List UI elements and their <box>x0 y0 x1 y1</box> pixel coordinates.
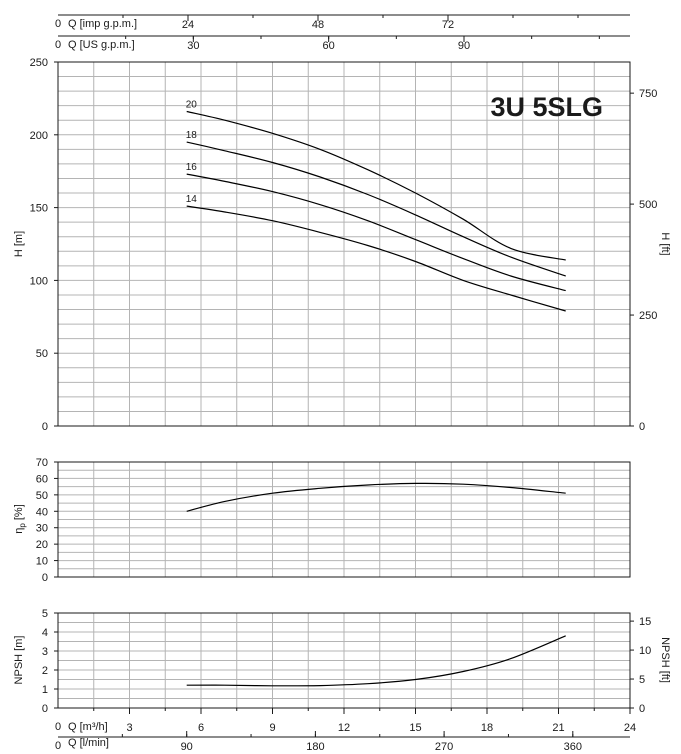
efficiency-panel: 0 10 20 30 40 50 60 70 ηp [%] <box>13 457 631 584</box>
m3h-tick-label: 3 <box>126 722 132 734</box>
eff-y-tick-label: 30 <box>36 523 48 535</box>
npsh-curves <box>186 635 566 687</box>
m3h-ticks: 3 6 9 12 15 18 21 24 <box>93 708 636 734</box>
efficiency-grid <box>58 462 630 577</box>
eta-symbol: η <box>13 528 25 534</box>
head-y-tick-label: 200 <box>30 130 48 142</box>
head-y-label: H [m] <box>13 231 25 257</box>
head-curve-20 <box>186 110 566 261</box>
npsh-y2-tick-label: 0 <box>639 703 645 715</box>
npsh-y-tick-label: 0 <box>42 703 48 715</box>
lmin-tick-label: 360 <box>564 741 582 753</box>
m3h-tick-label: 6 <box>198 722 204 734</box>
m3h-axis-label: Q [m³/h] <box>68 721 108 733</box>
m3h-tick-label: 24 <box>624 722 636 734</box>
m3h-tick-label: 15 <box>409 722 421 734</box>
top-flow-axes: 0 Q [imp g.p.m.] 24 48 72 0 Q [US g.p.m.] … <box>55 14 630 52</box>
m3h-tick-label: 18 <box>481 722 493 734</box>
head-y-tick-label: 100 <box>30 275 48 287</box>
head-y2-label: H [ft] <box>659 232 671 255</box>
efficiency-y-ticks: 0 10 20 30 40 50 60 70 <box>36 457 58 584</box>
head-frame <box>57 61 631 427</box>
eff-y-tick-label: 0 <box>42 572 48 584</box>
head-y-tick-label: 50 <box>36 348 48 360</box>
npsh-y2-tick-label: 10 <box>639 645 651 657</box>
m3h-tick-label: 12 <box>338 722 350 734</box>
eff-curve-1 <box>186 482 566 512</box>
npsh-panel: 0 1 2 3 4 5 0 5 10 15 NPSH [m] NPSH [ft] <box>13 608 671 715</box>
head-curve-14 <box>186 205 566 312</box>
m3h-zero: 0 <box>55 721 61 733</box>
head-curve-label-16: 16 <box>186 162 198 173</box>
npsh-grid <box>58 613 630 708</box>
imp-gpm-ticks: 24 48 72 <box>122 15 579 31</box>
head-y2-tick-label: 0 <box>639 421 645 433</box>
head-y2-tick-label: 750 <box>639 88 657 100</box>
lmin-tick-label: 180 <box>306 741 324 753</box>
lmin-tick-label: 270 <box>435 741 453 753</box>
npsh-y2-tick-label: 5 <box>639 674 645 686</box>
us-gpm-tick-label: 90 <box>458 40 470 52</box>
lmin-tick-label: 90 <box>181 741 193 753</box>
lmin-axis-label: Q [l/min] <box>68 737 109 749</box>
head-curve-18 <box>186 141 566 277</box>
eff-y-tick-label: 40 <box>36 506 48 518</box>
npsh-curve-1 <box>186 635 566 687</box>
npsh-y-tick-label: 5 <box>42 608 48 620</box>
us-gpm-tick-label: 60 <box>323 40 335 52</box>
head-grid <box>58 62 630 426</box>
head-y-tick-label: 150 <box>30 203 48 215</box>
head-panel: 0 50 100 150 200 250 0 250 500 750 20 18 16 14 H [m… <box>13 57 671 433</box>
lmin-ticks: 90 180 270 360 <box>121 731 582 753</box>
us-gpm-tick-label: 30 <box>187 40 199 52</box>
us-gpm-zero: 0 <box>55 39 61 51</box>
eff-y-tick-label: 60 <box>36 473 48 485</box>
eff-y-tick-label: 50 <box>36 490 48 502</box>
npsh-y-ticks: 0 1 2 3 4 5 <box>42 608 58 715</box>
imp-gpm-tick-label: 24 <box>182 19 194 31</box>
eff-y-tick-label: 20 <box>36 539 48 551</box>
imp-gpm-zero: 0 <box>55 18 61 30</box>
bottom-flow-axes: 0 Q [m³/h] 3 6 9 12 15 18 21 24 0 Q [l/min] 90 1… <box>55 708 636 753</box>
m3h-tick-label: 9 <box>269 722 275 734</box>
npsh-y2-ticks: 0 5 10 15 <box>630 616 651 715</box>
head-y2-ticks: 0 250 500 750 <box>630 88 657 433</box>
chart-title: 3U 5SLG <box>490 92 603 122</box>
efficiency-frame <box>57 461 631 578</box>
head-curve-16 <box>186 173 566 292</box>
us-gpm-ticks: 30 60 90 <box>125 36 600 52</box>
npsh-y-tick-label: 2 <box>42 665 48 677</box>
npsh-y-tick-label: 4 <box>42 627 48 639</box>
us-gpm-axis-label: Q [US g.p.m.] <box>68 39 135 51</box>
eta-subscript: p <box>18 523 27 528</box>
efficiency-y-label: ηp [%] <box>13 504 27 534</box>
head-y-tick-label: 250 <box>30 57 48 69</box>
imp-gpm-tick-label: 72 <box>442 19 454 31</box>
head-curve-label-14: 14 <box>186 194 198 205</box>
head-curve-label-18: 18 <box>186 130 198 141</box>
npsh-y2-label: NPSH [ft] <box>659 637 671 683</box>
m3h-tick-label: 21 <box>552 722 564 734</box>
npsh-y-label: NPSH [m] <box>13 636 25 685</box>
efficiency-curves <box>186 482 566 512</box>
imp-gpm-tick-label: 48 <box>312 19 324 31</box>
eff-y-tick-label: 10 <box>36 556 48 568</box>
head-y2-tick-label: 500 <box>639 199 657 211</box>
imp-gpm-axis-label: Q [imp g.p.m.] <box>68 18 137 30</box>
eta-unit: [%] <box>13 504 25 523</box>
head-curve-label-20: 20 <box>186 100 198 111</box>
head-y-tick-label: 0 <box>42 421 48 433</box>
eff-y-tick-label: 70 <box>36 457 48 469</box>
head-y-ticks: 0 50 100 150 200 250 <box>30 57 58 433</box>
npsh-y-tick-label: 1 <box>42 684 48 696</box>
npsh-y2-tick-label: 15 <box>639 616 651 628</box>
head-curves: 20 18 16 14 <box>186 100 566 312</box>
head-y2-tick-label: 250 <box>639 310 657 322</box>
lmin-zero: 0 <box>55 740 61 752</box>
npsh-y-tick-label: 3 <box>42 646 48 658</box>
